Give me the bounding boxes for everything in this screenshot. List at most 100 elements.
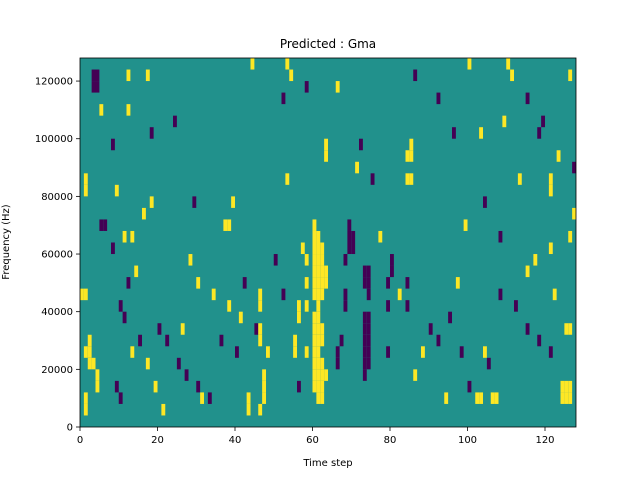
heatmap-cell [130, 346, 135, 358]
x-tick-label: 100 [458, 435, 477, 446]
heatmap-cell [498, 230, 503, 243]
heatmap-cell [99, 104, 104, 116]
heatmap-cell [413, 369, 418, 381]
heatmap-cells [80, 58, 577, 416]
heatmap-cell [316, 230, 321, 243]
y-axis-label: Frequency (Hz) [1, 204, 12, 280]
heatmap-cell [479, 127, 484, 139]
heatmap-cell [316, 254, 321, 266]
heatmap-cell [200, 392, 205, 404]
heatmap-cell [173, 115, 177, 128]
heatmap-cell [83, 403, 88, 416]
plot-frame [79, 57, 577, 428]
heatmap-cell [126, 104, 131, 116]
heatmap-cell [366, 265, 371, 278]
heatmap-cell [386, 346, 391, 358]
heatmap-cell [533, 254, 538, 266]
heatmap-cell [409, 173, 414, 185]
heatmap-cell [413, 69, 418, 82]
heatmap-cell [490, 392, 495, 404]
heatmap-cell [552, 288, 557, 301]
heatmap-cell [297, 311, 301, 324]
heatmap-cell [176, 357, 181, 370]
heatmap-cell [572, 161, 577, 174]
heatmap-cell [459, 346, 464, 358]
heatmap-cell [95, 369, 100, 381]
heatmap-cell [378, 230, 383, 243]
heatmap-cell [118, 300, 123, 312]
heatmap-cell [316, 300, 321, 312]
heatmap-cell [421, 346, 425, 358]
heatmap-cell [316, 334, 321, 347]
y-tick-label: 40000 [41, 307, 73, 318]
heatmap-cell [87, 334, 92, 347]
heatmap-cell [184, 369, 189, 381]
heatmap-cell [316, 357, 321, 370]
heatmap-cell [304, 300, 309, 312]
heatmap-cell [122, 230, 127, 243]
heatmap-cell [548, 346, 553, 358]
heatmap-cell [370, 173, 375, 185]
heatmap-cell [320, 242, 325, 255]
heatmap-cell [362, 265, 367, 278]
heatmap-cell [304, 346, 309, 358]
heatmap-cell [568, 392, 573, 404]
x-tick-label: 40 [229, 435, 242, 446]
x-tick-label: 0 [77, 435, 83, 446]
heatmap-cell [103, 219, 108, 231]
heatmap-cell [324, 150, 329, 162]
heatmap-cell [297, 300, 301, 312]
heatmap-cell [262, 380, 267, 393]
heatmap-cell [180, 323, 185, 335]
heatmap-cell [320, 334, 325, 347]
heatmap-cell [316, 380, 321, 393]
heatmap-cell [436, 92, 441, 105]
heatmap-cell [506, 58, 511, 70]
heatmap-cell [238, 311, 243, 324]
heatmap-cell [312, 346, 317, 358]
heatmap-cell [463, 219, 468, 231]
heatmap-cell [517, 173, 522, 185]
heatmap-cell [405, 277, 410, 289]
heatmap-cell [362, 357, 367, 370]
heatmap-cell [366, 311, 371, 324]
heatmap-cell [537, 334, 542, 347]
heatmap-cell [467, 58, 472, 70]
y-tick-label: 100000 [35, 134, 73, 145]
heatmap-cell [289, 69, 294, 82]
heatmap-cell [362, 346, 367, 358]
heatmap-cell [114, 380, 119, 393]
heatmap-cell [324, 138, 329, 151]
heatmap-cell [351, 242, 356, 255]
y-tick-label: 20000 [41, 365, 73, 376]
x-tick-label: 60 [306, 435, 319, 446]
heatmap-cell [312, 323, 317, 335]
heatmap-cell [316, 369, 321, 381]
heatmap-cell [114, 184, 119, 197]
heatmap-cell [149, 196, 154, 208]
heatmap-cell [312, 277, 317, 289]
heatmap-cell [312, 369, 317, 381]
heatmap-cell [347, 219, 352, 231]
heatmap-cell [320, 277, 325, 289]
heatmap-cell [548, 242, 553, 255]
heatmap-cell [258, 334, 263, 347]
heatmap-cell [258, 300, 263, 312]
heatmap-cell [564, 323, 569, 335]
heatmap-cell [145, 69, 150, 82]
heatmap-cell [405, 173, 410, 185]
heatmap-cell [347, 230, 352, 243]
heatmap-cell [111, 138, 115, 151]
x-tick-label: 120 [535, 435, 554, 446]
heatmap-cell [83, 173, 88, 185]
heatmap-cell [87, 357, 92, 370]
heatmap-cell [316, 392, 321, 404]
heatmap-cell [541, 115, 546, 128]
heatmap-cell [188, 254, 193, 266]
heatmap-cell [320, 323, 325, 335]
heatmap-cell [564, 392, 569, 404]
heatmap-cell [537, 127, 542, 139]
heatmap-cell [312, 242, 317, 255]
heatmap-cell [285, 58, 290, 70]
heatmap-cell [83, 392, 88, 404]
